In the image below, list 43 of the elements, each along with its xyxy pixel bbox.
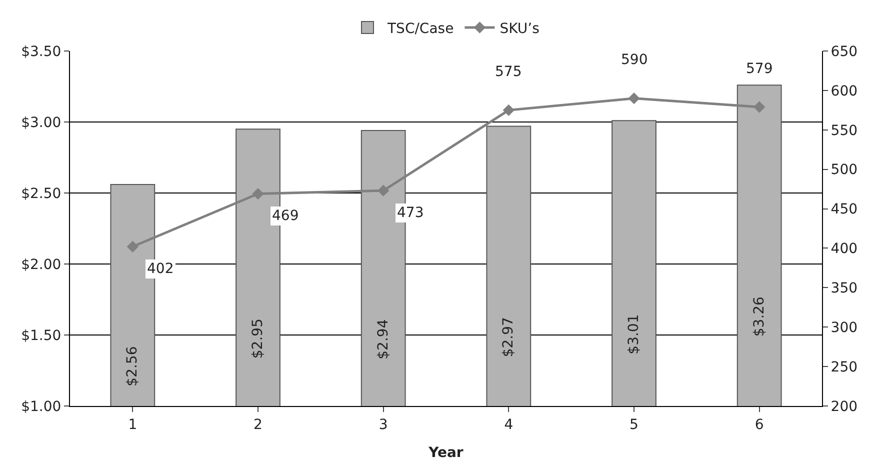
- y2-tick-label: 600: [830, 83, 858, 100]
- point: [628, 92, 640, 104]
- y2-tick-label: 400: [830, 241, 858, 258]
- y2-tick-label: 500: [830, 162, 858, 178]
- point: [502, 104, 515, 116]
- point: [126, 240, 139, 252]
- data-label: $3.01: [626, 314, 642, 354]
- data-label: 579: [746, 61, 773, 77]
- data-label: $2.97: [500, 317, 517, 358]
- data-label: 402: [147, 261, 174, 277]
- y-tick-label: $2.50: [21, 186, 62, 202]
- data-label: 469: [272, 208, 299, 224]
- x-tick-label: 6: [754, 416, 764, 433]
- x-axis-title: Year: [428, 445, 464, 462]
- y2-tick-label: 650: [830, 44, 858, 60]
- x-tick-label: 2: [254, 416, 262, 433]
- y2-tick-label: 200: [830, 398, 858, 415]
- point: [753, 101, 766, 113]
- y2-tick-label: 250: [830, 359, 858, 376]
- y-tick-label: $3.00: [21, 114, 62, 131]
- data-label: 473: [397, 205, 424, 221]
- legend-label: TSC/Case: [386, 20, 454, 37]
- point: [377, 184, 390, 196]
- x-tick-label: 4: [504, 416, 514, 433]
- y2-tick-label: 350: [830, 280, 858, 297]
- y2-tick-label: 450: [830, 202, 858, 218]
- data-label: 590: [621, 52, 648, 68]
- data-label: $2.56: [124, 346, 141, 386]
- x-tick-label: 3: [378, 416, 388, 433]
- data-label: 575: [495, 64, 522, 80]
- y-tick-label: $2.00: [21, 256, 62, 273]
- y2-tick-label: 550: [830, 122, 858, 139]
- data-label: $2.94: [375, 319, 392, 360]
- x-tick-label: 5: [630, 416, 638, 433]
- y-tick-label: $3.50: [21, 44, 62, 60]
- point: [252, 188, 264, 200]
- x-tick-label: 1: [128, 416, 138, 433]
- data-label: $2.95: [250, 318, 266, 359]
- y-tick-label: $1.00: [21, 398, 62, 415]
- data-label: $3.26: [751, 296, 768, 337]
- legend-label: SKU’s: [500, 20, 540, 37]
- y-tick-label: $1.50: [21, 328, 62, 344]
- y2-tick-label: 300: [830, 320, 858, 336]
